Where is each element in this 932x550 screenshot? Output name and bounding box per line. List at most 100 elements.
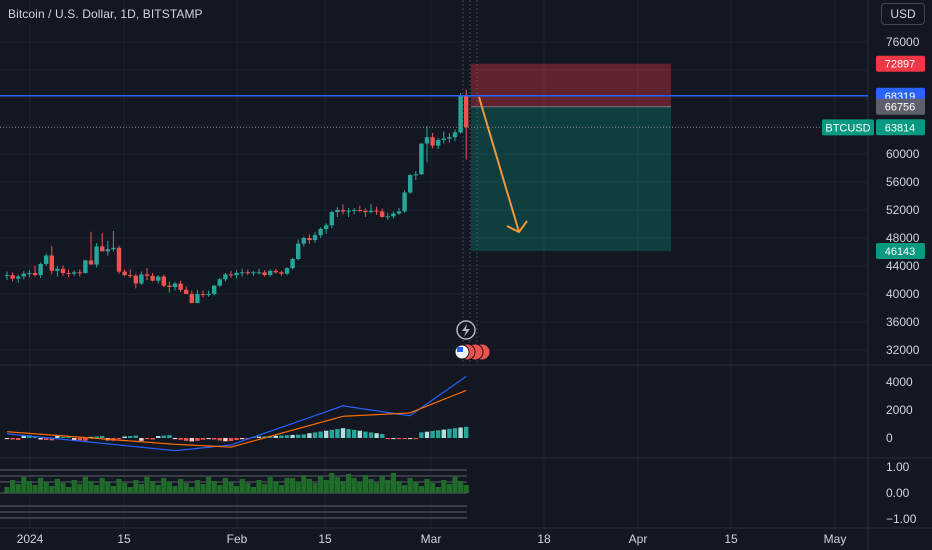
macd-histogram-bar [116,438,122,440]
candle-body [38,263,43,276]
position-box[interactable] [471,63,671,251]
candle-body [402,192,407,212]
candle-body [245,272,250,274]
macd-histogram-bar [368,432,374,438]
oscillator-bar [368,479,374,493]
candle-body [77,272,82,274]
price-tick-label: 44000 [886,259,920,273]
macd-histogram-bar [133,435,138,438]
time-tick-label: 15 [318,532,332,546]
oscillator-tick-label: 0.00 [886,486,910,500]
oscillator-bar [10,480,16,493]
oscillator-bar [402,485,408,493]
macd-histogram-bar [195,438,200,441]
macd-histogram-bar [296,434,301,438]
oscillator-bar [458,481,464,493]
price-tick-label: 40000 [886,287,920,301]
candle-body [161,276,166,286]
oscillator-bar [346,474,352,493]
candle-body [385,216,390,218]
candle-body [223,274,228,280]
candle-body [172,283,178,287]
macd-histogram-bar [228,438,234,442]
macd-histogram-bar [391,438,396,440]
candle-body [290,259,295,269]
oscillator-tick-label: 1.00 [886,460,910,474]
oscillator-bar [99,478,105,493]
candle-body [396,211,402,214]
target-zone [471,106,671,251]
macd-histogram-bar [240,438,245,440]
candle-body [352,210,357,211]
candle-body [88,260,94,265]
price-badge [876,55,925,72]
oscillator-bar [390,473,396,493]
macd-histogram-bar [357,430,362,438]
candle-body [156,276,161,281]
event-icons[interactable] [454,320,491,361]
candle-body [240,272,245,274]
candle-body [122,271,127,276]
oscillator-bar [172,486,178,493]
oscillator-bar [54,479,60,493]
candle-body [189,294,194,304]
macd-histogram-bar [172,438,178,440]
candle-body [150,275,155,281]
candle-body [144,274,150,276]
candle-body [374,210,379,212]
oscillator-bar [144,477,150,493]
currency-button[interactable]: USD [881,3,925,25]
oscillator-bar [446,484,452,493]
macd-histogram-bar [290,434,295,438]
oscillator-bar [155,485,161,493]
macd-histogram-bar [374,433,379,438]
macd-histogram-bar [340,428,346,438]
macd-histogram-bar [363,431,368,438]
oscillator-bar [239,479,245,493]
macd-histogram-bar [83,438,88,441]
candle-body [301,238,306,244]
candle-body [391,213,396,217]
oscillator-bar [262,484,268,493]
macd-histogram-bar [430,431,435,438]
oscillator-bar [396,481,402,493]
oscillator-bar [32,485,38,493]
candle-body [32,273,38,276]
oscillator-bar [374,483,380,493]
oscillator-bar [194,480,200,493]
price-badge-label: 63814 [885,122,916,134]
candle-body [21,273,26,277]
oscillator-bar [245,483,251,493]
macd-histogram-bar [38,438,43,440]
oscillator-bar [66,487,72,493]
macd-histogram-bar [307,433,312,438]
oscillator-bar [278,485,284,493]
macd-histogram-bar [396,438,402,440]
candle-body [268,270,273,276]
candle-body [408,175,413,193]
macd-tick-label: 4000 [886,375,913,389]
macd-histogram-bar [4,438,10,440]
candle-body [458,95,463,133]
macd-histogram-bar [262,436,267,438]
macd-histogram-bar [346,429,351,438]
oscillator-bar [94,485,100,493]
oscillator-bar [211,481,217,493]
macd-histogram-bar [66,436,71,438]
lightning-icon-glyph [462,324,470,337]
oscillator-bar [256,480,262,493]
macd-histogram-bar [10,438,15,440]
oscillator-bar [200,484,206,493]
oscillator-bar [407,478,413,493]
drawing-layer[interactable] [0,95,868,234]
candle-body [195,294,200,304]
arrow-head [506,220,528,234]
oscillator-bar [110,486,116,493]
symbol-tag [822,119,874,136]
candle-body [413,174,418,176]
price-tick-label: 32000 [886,343,920,357]
candle-body [128,275,133,277]
macd-histogram-bar [380,434,385,438]
